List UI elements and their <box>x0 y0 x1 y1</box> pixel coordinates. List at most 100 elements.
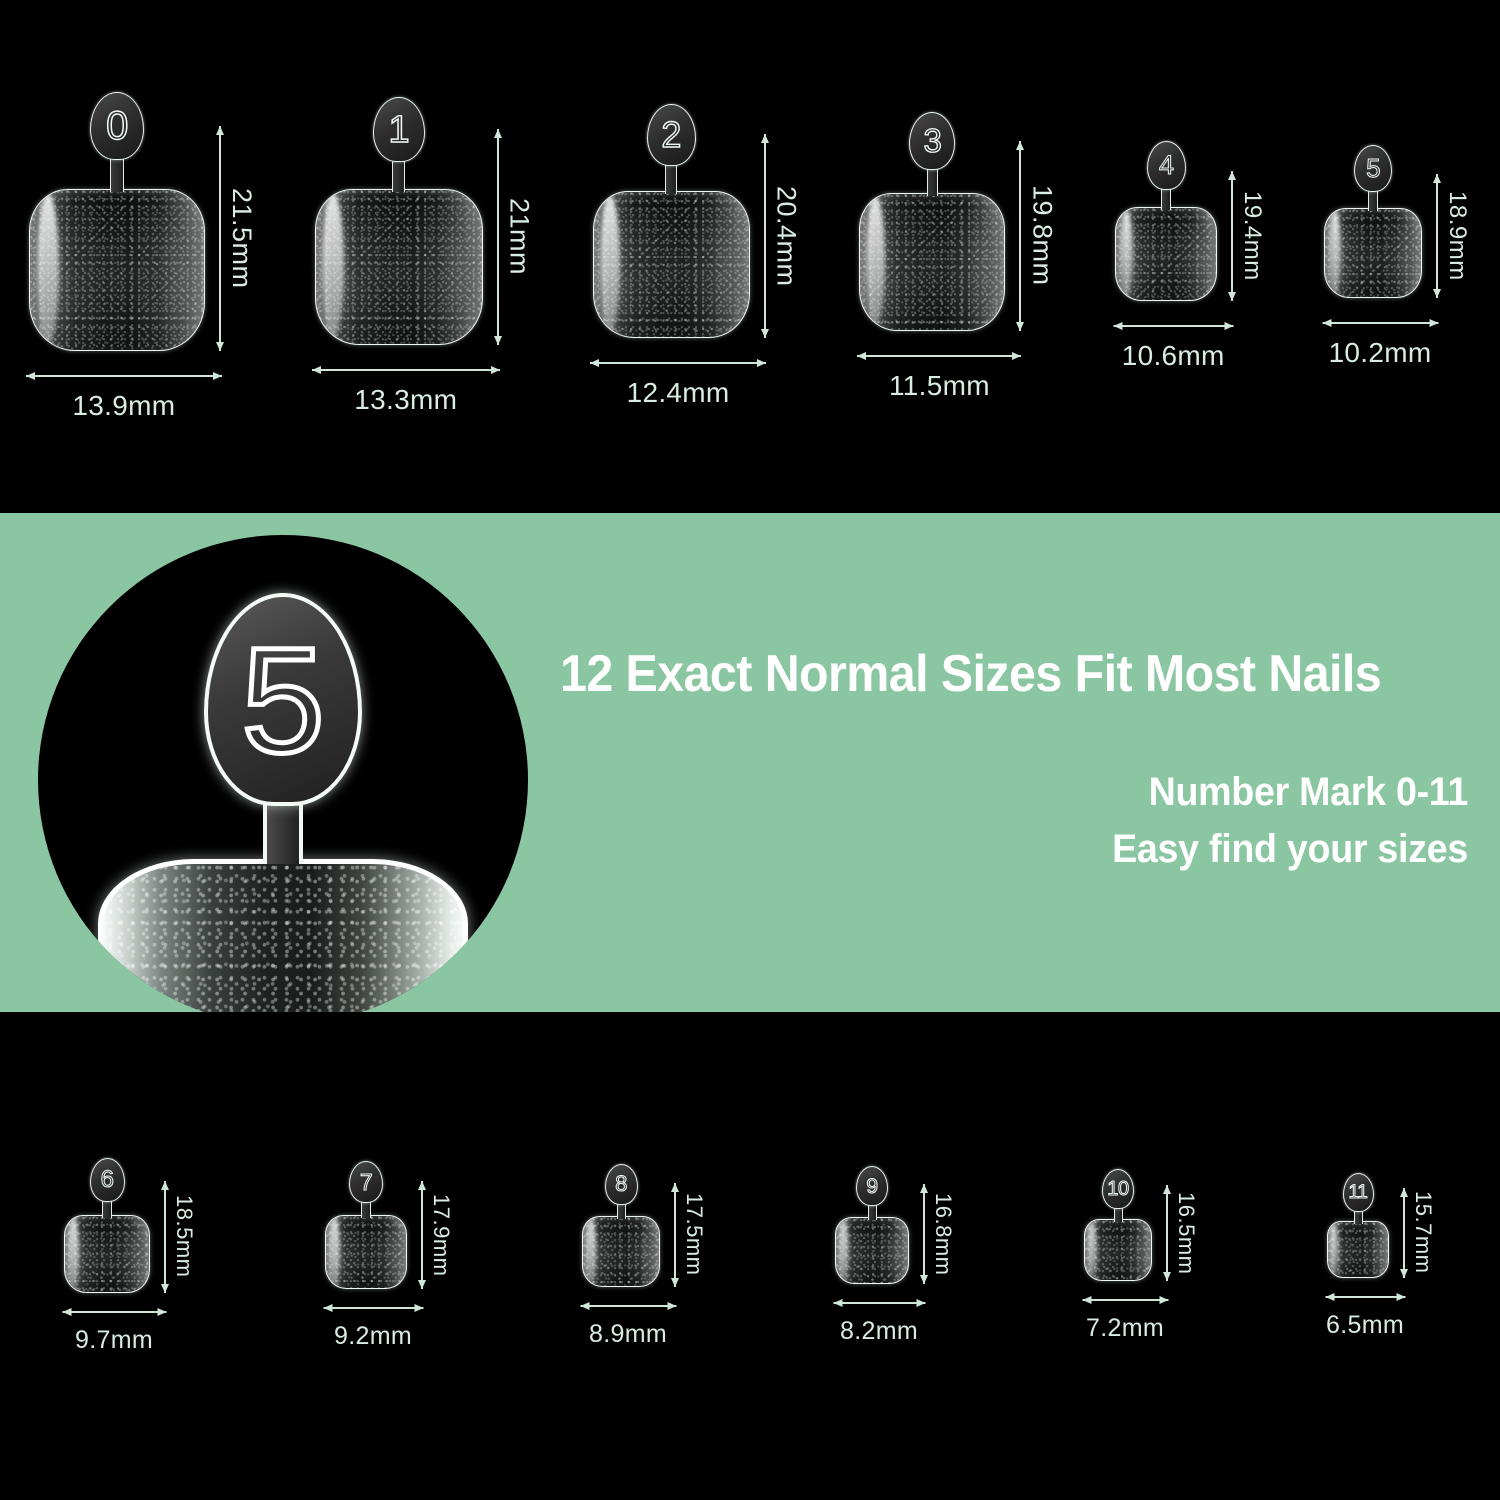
nail-tip-with-length: 5 18.9mm <box>1324 144 1472 298</box>
nail-tip-body <box>1115 207 1218 301</box>
nail-tip-art: 0 <box>28 91 205 351</box>
width-value: 12.4mm <box>626 377 730 408</box>
nail-tip-with-length: 0 21.5mm <box>28 91 257 351</box>
nail-tip-number: 0 <box>105 103 129 148</box>
nail-tip-number: 11 <box>1348 1181 1368 1203</box>
nail-tip-neck <box>110 157 124 192</box>
length-dimension: 16.8mm <box>923 1184 956 1284</box>
nail-size-cell: 1 21mm 13.3mm <box>311 97 535 416</box>
nail-tip-with-length: 1 21mm <box>314 97 535 345</box>
nail-tip-body <box>1084 1219 1152 1281</box>
width-dimension: 13.9mm <box>25 374 222 422</box>
nail-tip-neck <box>926 167 939 196</box>
banner-copy: 12 Exact Normal Sizes Fit Most Nails Num… <box>560 513 1490 1012</box>
length-arrow-line <box>763 134 766 338</box>
length-dimension: 17.9mm <box>421 1181 454 1289</box>
length-value: 21mm <box>504 198 535 276</box>
length-arrow-line <box>1019 140 1022 331</box>
nail-tip-with-length: 3 19.8mm <box>859 111 1057 331</box>
nail-size-cell: 7 17.9mm 9.2mm <box>323 1161 454 1351</box>
width-value: 9.2mm <box>334 1322 412 1350</box>
nail-tip-with-length: 9 16.8mm <box>835 1166 956 1284</box>
width-dimension: 10.6mm <box>1113 325 1234 372</box>
width-dimension: 13.3mm <box>311 369 500 416</box>
width-dimension: 7.2mm <box>1082 1299 1168 1343</box>
length-value: 18.9mm <box>1444 190 1472 281</box>
nail-tip-art: 5 <box>1324 144 1423 298</box>
nail-tip-with-length: 10 16.5mm <box>1084 1169 1199 1281</box>
nail-tip-number: 9 <box>866 1174 879 1198</box>
nail-tip-art: 4 <box>1115 141 1218 301</box>
nail-size-cell: 0 21.5mm 13.9mm <box>25 91 257 422</box>
nail-tip-neck <box>392 160 406 192</box>
width-value: 8.2mm <box>840 1317 918 1345</box>
nail-tip-number: 5 <box>1366 153 1381 183</box>
nail-tip-number: 1 <box>388 108 411 151</box>
magnified-tip-inset: 5 <box>38 535 528 1012</box>
length-arrow-line <box>218 125 221 351</box>
width-dimension: 8.2mm <box>833 1302 925 1346</box>
width-dimension: 9.2mm <box>323 1307 423 1351</box>
length-value: 18.5mm <box>172 1195 197 1278</box>
width-dimension: 12.4mm <box>590 362 767 409</box>
length-dimension: 19.4mm <box>1231 171 1266 301</box>
length-dimension: 21.5mm <box>218 125 257 351</box>
nail-tip-tab: 5 <box>1354 144 1393 192</box>
nail-tip-art: 6 <box>64 1157 150 1293</box>
length-dimension: 16.5mm <box>1166 1185 1199 1281</box>
nail-tip-neck <box>1161 188 1172 210</box>
nail-size-cell: 6 18.5mm 9.7mm <box>62 1157 197 1355</box>
magnified-nail-tip: 5 <box>98 593 468 1012</box>
nail-tip-tab: 6 <box>89 1157 125 1202</box>
nail-size-cell: 2 20.4mm 12.4mm <box>590 104 802 409</box>
feature-banner: 5 12 Exact Normal Sizes Fit Most Nails N… <box>0 513 1500 1012</box>
nail-size-cell: 8 17.5mm 8.9mm <box>580 1163 707 1349</box>
nail-tip-tab: 2 <box>646 104 696 166</box>
width-dimension: 6.5mm <box>1325 1295 1405 1340</box>
banner-headline: 12 Exact Normal Sizes Fit Most Nails <box>560 645 1382 704</box>
banner-subline-1: Number Mark 0-11 <box>1148 770 1469 814</box>
width-dimension: 9.7mm <box>62 1310 166 1355</box>
width-dimension: 8.9mm <box>580 1304 676 1349</box>
length-dimension: 15.7mm <box>1403 1187 1436 1278</box>
length-dimension: 21mm <box>496 129 535 345</box>
banner-subline-2: Easy find your sizes <box>1112 826 1468 871</box>
nail-tip-body <box>592 191 750 338</box>
width-arrow-line <box>590 362 767 364</box>
width-arrow-line <box>833 1302 925 1304</box>
nail-tip-number: 6 <box>100 1165 114 1193</box>
nail-tip-art: 10 <box>1084 1169 1152 1281</box>
nail-tip-neck <box>664 164 678 194</box>
width-arrow-line <box>25 374 222 377</box>
nail-tip-body <box>859 192 1006 331</box>
nail-tip-body <box>325 1215 407 1289</box>
nail-tip-neck <box>616 1202 626 1219</box>
nail-tip-tab: 3 <box>909 111 956 170</box>
width-value: 7.2mm <box>1086 1314 1164 1342</box>
length-dimension: 19.8mm <box>1019 140 1057 331</box>
width-arrow-line <box>1113 325 1234 327</box>
nail-tip-body <box>64 1214 150 1293</box>
nail-tip-body <box>1324 207 1423 298</box>
length-arrow-line <box>674 1182 676 1287</box>
nail-tip-neck <box>867 1204 877 1220</box>
nail-tip-with-length: 6 18.5mm <box>64 1157 197 1293</box>
nail-tip-neck <box>1113 1207 1123 1222</box>
width-arrow-line <box>62 1310 166 1313</box>
width-value: 9.7mm <box>75 1325 153 1354</box>
length-value: 17.9mm <box>429 1193 454 1277</box>
length-arrow-line <box>164 1180 166 1293</box>
nail-tip-number: 10 <box>1107 1178 1130 1200</box>
width-arrow-line <box>1325 1295 1405 1298</box>
nail-size-row-top: 0 21.5mm 13.9mm 1 21mm 13.3mm 2 20.4mm 12.4mm 3 19… <box>0 0 1500 513</box>
length-value: 21.5mm <box>226 187 257 289</box>
nail-tip-art: 11 <box>1327 1172 1389 1278</box>
length-dimension: 18.9mm <box>1436 173 1472 298</box>
nail-size-cell: 5 18.9mm 10.2mm <box>1322 144 1472 369</box>
nail-tip-tab: 9 <box>856 1166 888 1206</box>
nail-tip-with-length: 8 17.5mm <box>582 1163 707 1287</box>
nail-size-cell: 9 16.8mm 8.2mm <box>833 1166 956 1346</box>
length-value: 17.5mm <box>682 1193 707 1276</box>
width-value: 11.5mm <box>888 369 990 401</box>
